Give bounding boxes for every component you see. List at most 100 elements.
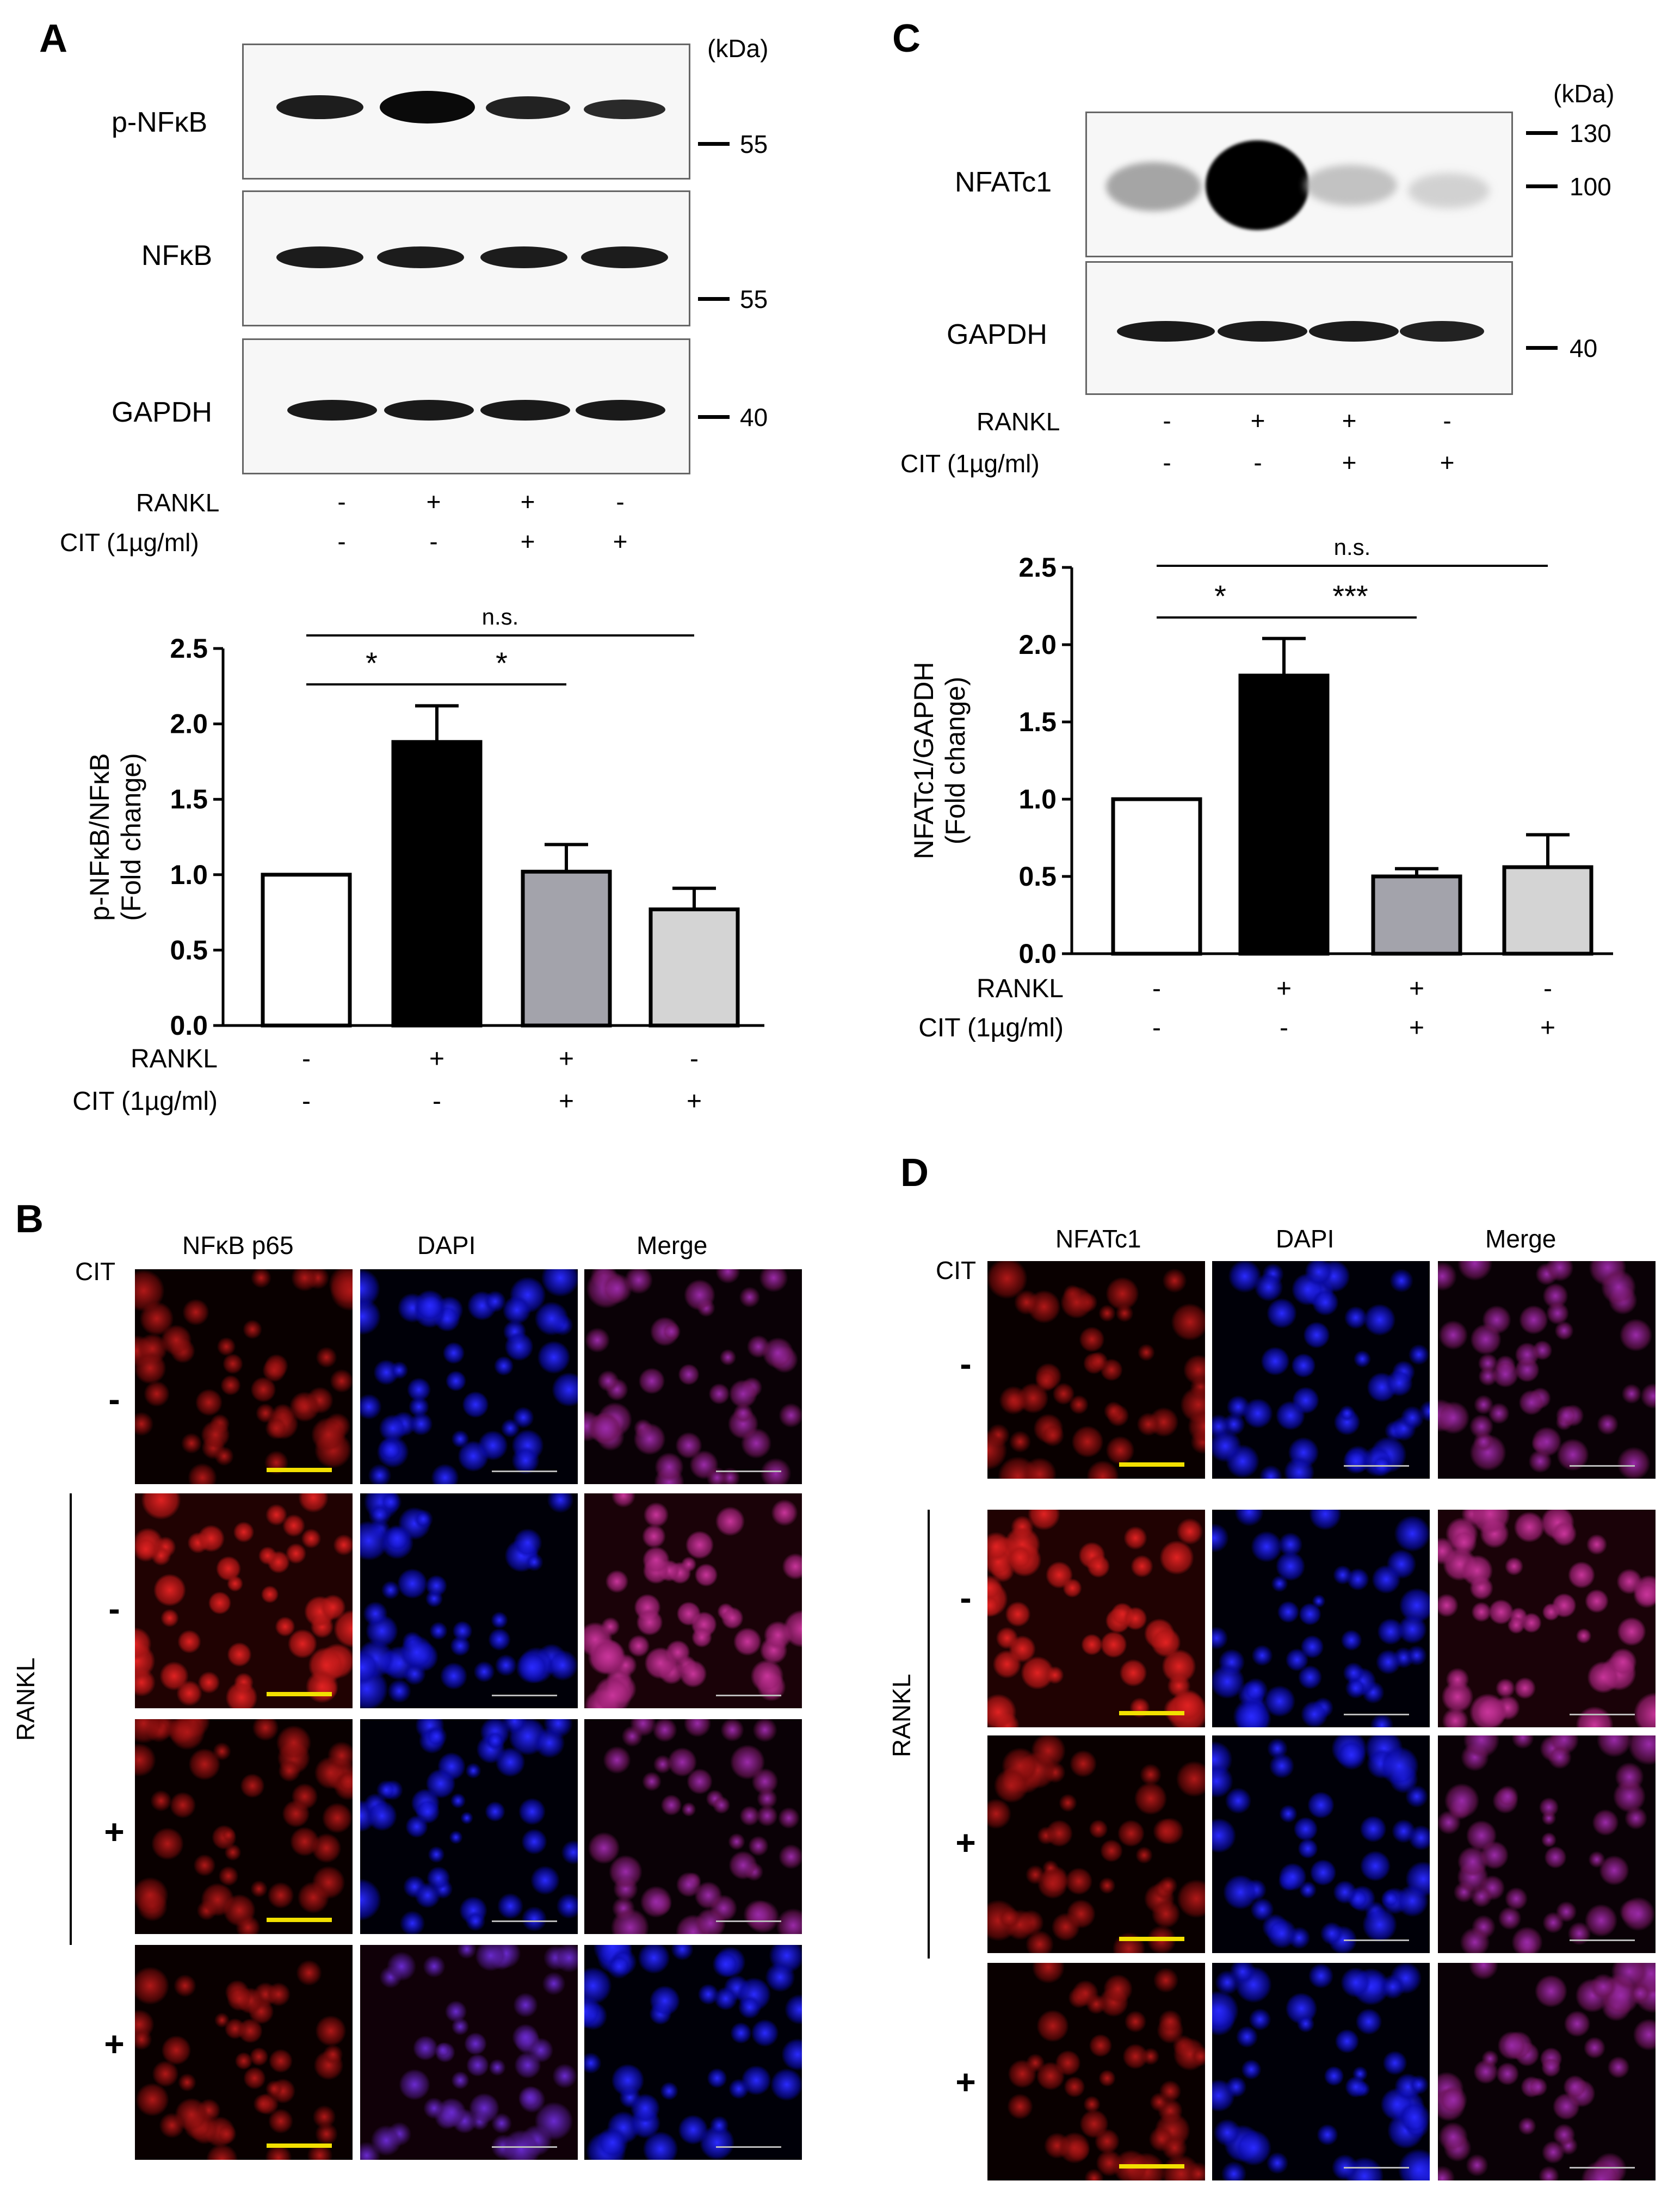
chart-c-sig-label-1: *** bbox=[1332, 579, 1368, 613]
panel-d-scalebar-r3-c3 bbox=[1570, 1939, 1635, 1941]
blot-c-rankl-sign-1: - bbox=[1163, 406, 1171, 435]
chart-a-rankl-sign-0: - bbox=[302, 1045, 311, 1073]
panel-b-scalebar-r4-c1 bbox=[267, 2143, 332, 2148]
chart-a-cit-sign-3: + bbox=[687, 1087, 702, 1116]
panel-b-scalebar-r2-c2 bbox=[492, 1695, 557, 1696]
blot-gapdh-c bbox=[1085, 261, 1513, 395]
chart-c-rankl-sign-1: + bbox=[1276, 974, 1292, 1003]
panel-d-image-r1-c2 bbox=[1212, 1261, 1430, 1479]
blot-c-rankl-sign-2: + bbox=[1250, 406, 1265, 435]
chart-c-rankl-sign-2: + bbox=[1409, 974, 1424, 1003]
panel-d-image-r4-c1 bbox=[987, 1963, 1205, 2180]
chart-c-bar-1 bbox=[1238, 674, 1330, 956]
blot-p-nfkb bbox=[242, 44, 690, 180]
chart-a: 0.0 0.5 1.0 1.5 2.0 2.5 p-NFκB/NFκB (Fold chang… bbox=[72, 604, 764, 1116]
panel-d-row-sign-2: - bbox=[960, 1578, 972, 1617]
chart-a-cit-sign-0: - bbox=[302, 1087, 311, 1116]
panel-d-scalebar-r2-c1 bbox=[1119, 1711, 1184, 1715]
panel-b-scalebar-r1-c3 bbox=[716, 1471, 781, 1472]
panel-b-image-r3-c3 bbox=[584, 1719, 802, 1934]
panel-d-image-r1-c3 bbox=[1438, 1261, 1656, 1479]
blot-nfkb bbox=[242, 190, 690, 326]
panel-b-image-r2-c3 bbox=[584, 1493, 802, 1708]
panel-b-rankl-label: RANKL bbox=[11, 1657, 40, 1741]
panel-d-row-sign-4: + bbox=[955, 2062, 976, 2102]
blot-a-cit-label: CIT (1µg/ml) bbox=[60, 528, 199, 557]
panel-d-row-sign-1: - bbox=[960, 1344, 972, 1383]
chart-a-cit-sign-1: - bbox=[433, 1087, 441, 1116]
marker-100: 100 bbox=[1570, 172, 1611, 201]
panel-b-scalebar-r1-c1 bbox=[267, 1468, 332, 1472]
chart-c-cit-sign-0: - bbox=[1152, 1014, 1161, 1042]
panel-b-image-r4-c1 bbox=[135, 1945, 353, 2160]
chart-a-ylabel-line-1: (Fold change) bbox=[116, 753, 146, 921]
marker-130: 130 bbox=[1570, 119, 1611, 147]
panel-b-cit-label: CIT bbox=[75, 1257, 116, 1286]
panel-b-col-1: NFκB p65 bbox=[182, 1231, 294, 1259]
marker-40a: 40 bbox=[740, 403, 768, 431]
chart-c-sig-label-2: n.s. bbox=[1334, 534, 1371, 560]
panel-d-scalebar-r4-c2 bbox=[1344, 2167, 1409, 2169]
panel-b-row-sign-4: + bbox=[104, 2024, 125, 2064]
panel-d-scalebar-r2-c2 bbox=[1344, 1714, 1409, 1715]
chart-c-ytick-label-2: 1.0 bbox=[1018, 784, 1057, 814]
marker-tick-100 bbox=[1526, 184, 1558, 188]
chart-a-bar-2 bbox=[521, 869, 612, 1028]
panel-b-image-r2-c2 bbox=[360, 1493, 578, 1708]
panel-b-image-r3-c1 bbox=[135, 1719, 353, 1934]
panel-d-image-r3-c3 bbox=[1438, 1735, 1656, 1953]
panel-d-image-r2-c3 bbox=[1438, 1510, 1656, 1727]
panel-b-rankl-line bbox=[70, 1493, 72, 1945]
panel-d-scalebar-r4-c3 bbox=[1570, 2167, 1635, 2169]
blot-a-cit-sign-1: - bbox=[337, 527, 346, 555]
blot-c-cit-label: CIT (1µg/ml) bbox=[900, 449, 1040, 478]
chart-c-ytick-label-1: 0.5 bbox=[1018, 861, 1057, 892]
panel-d-col-2: DAPI bbox=[1276, 1225, 1335, 1253]
panel-d-image-r3-c1 bbox=[987, 1735, 1205, 1953]
chart-a-ylabel-line-0: p-NFκB/NFκB bbox=[84, 753, 115, 921]
blot-gapdh-a bbox=[242, 338, 690, 474]
blot-label-nfkb: NFκB bbox=[141, 240, 212, 271]
panel-d-scalebar-r1-c1 bbox=[1119, 1462, 1184, 1467]
marker-tick-55a bbox=[698, 142, 730, 146]
marker-tick-55b bbox=[698, 297, 730, 301]
chart-c-sig-label-0: * bbox=[1214, 579, 1226, 613]
chart-c-ytick-label-5: 2.5 bbox=[1018, 552, 1057, 583]
chart-a-sig-label-0: * bbox=[366, 646, 378, 680]
panel-b-scalebar-r3-c2 bbox=[492, 1920, 557, 1922]
blot-a-rankl-sign-1: - bbox=[337, 487, 346, 516]
blot-label-p-nfkb: p-NFκB bbox=[112, 107, 208, 138]
panel-d-scalebar-r3-c2 bbox=[1344, 1939, 1409, 1941]
panel-c-letter: C bbox=[892, 17, 921, 60]
blot-a-cit-sign-4: + bbox=[613, 527, 628, 555]
chart-c-cit-sign-3: + bbox=[1540, 1014, 1555, 1042]
panel-d-cit-label: CIT bbox=[936, 1256, 977, 1284]
blot-c-rankl-label: RANKL bbox=[977, 407, 1060, 436]
panel-b-image-r4-c2 bbox=[360, 1945, 578, 2160]
chart-c-ytick-label-4: 2.0 bbox=[1018, 629, 1057, 660]
chart-c-rankl-sign-3: - bbox=[1543, 974, 1552, 1003]
panel-d-col-3: Merge bbox=[1485, 1225, 1557, 1253]
panel-d-row-sign-3: + bbox=[955, 1823, 976, 1862]
chart-a-ytick-label-1: 0.5 bbox=[170, 935, 208, 965]
chart-c-row-label-rankl: RANKL bbox=[977, 974, 1064, 1003]
panel-d-scalebar-r4-c1 bbox=[1119, 2164, 1184, 2169]
panel-d-scalebar-r1-c3 bbox=[1570, 1465, 1635, 1467]
chart-c-rankl-sign-0: - bbox=[1152, 974, 1161, 1003]
panel-d-image-r2-c2 bbox=[1212, 1510, 1430, 1727]
marker-tick-130 bbox=[1526, 131, 1558, 135]
panel-b-scalebar-r3-c1 bbox=[267, 1918, 332, 1922]
chart-a-cit-sign-2: + bbox=[559, 1087, 574, 1116]
chart-a-ytick-label-2: 1.0 bbox=[170, 860, 208, 890]
panel-d-letter: D bbox=[900, 1151, 929, 1195]
chart-a-sig-label-2: n.s. bbox=[482, 604, 519, 629]
chart-a-rankl-sign-3: - bbox=[690, 1045, 699, 1073]
blot-label-nfatc1: NFATc1 bbox=[955, 166, 1052, 198]
blot-c-cit-sign-3: + bbox=[1342, 448, 1357, 477]
chart-c-row-label-cit: CIT (1µg/ml) bbox=[918, 1014, 1064, 1042]
blot-label-gapdh-c: GAPDH bbox=[947, 319, 1047, 350]
blot-c-cit-sign-4: + bbox=[1440, 448, 1455, 477]
panel-b-scalebar-r3-c3 bbox=[716, 1920, 781, 1922]
chart-c-ylabel-line-1: (Fold change) bbox=[940, 677, 971, 845]
chart-c: 0.0 0.5 1.0 1.5 2.0 2.5 NFATc1/GAPDH (Fold chan… bbox=[909, 534, 1613, 1042]
